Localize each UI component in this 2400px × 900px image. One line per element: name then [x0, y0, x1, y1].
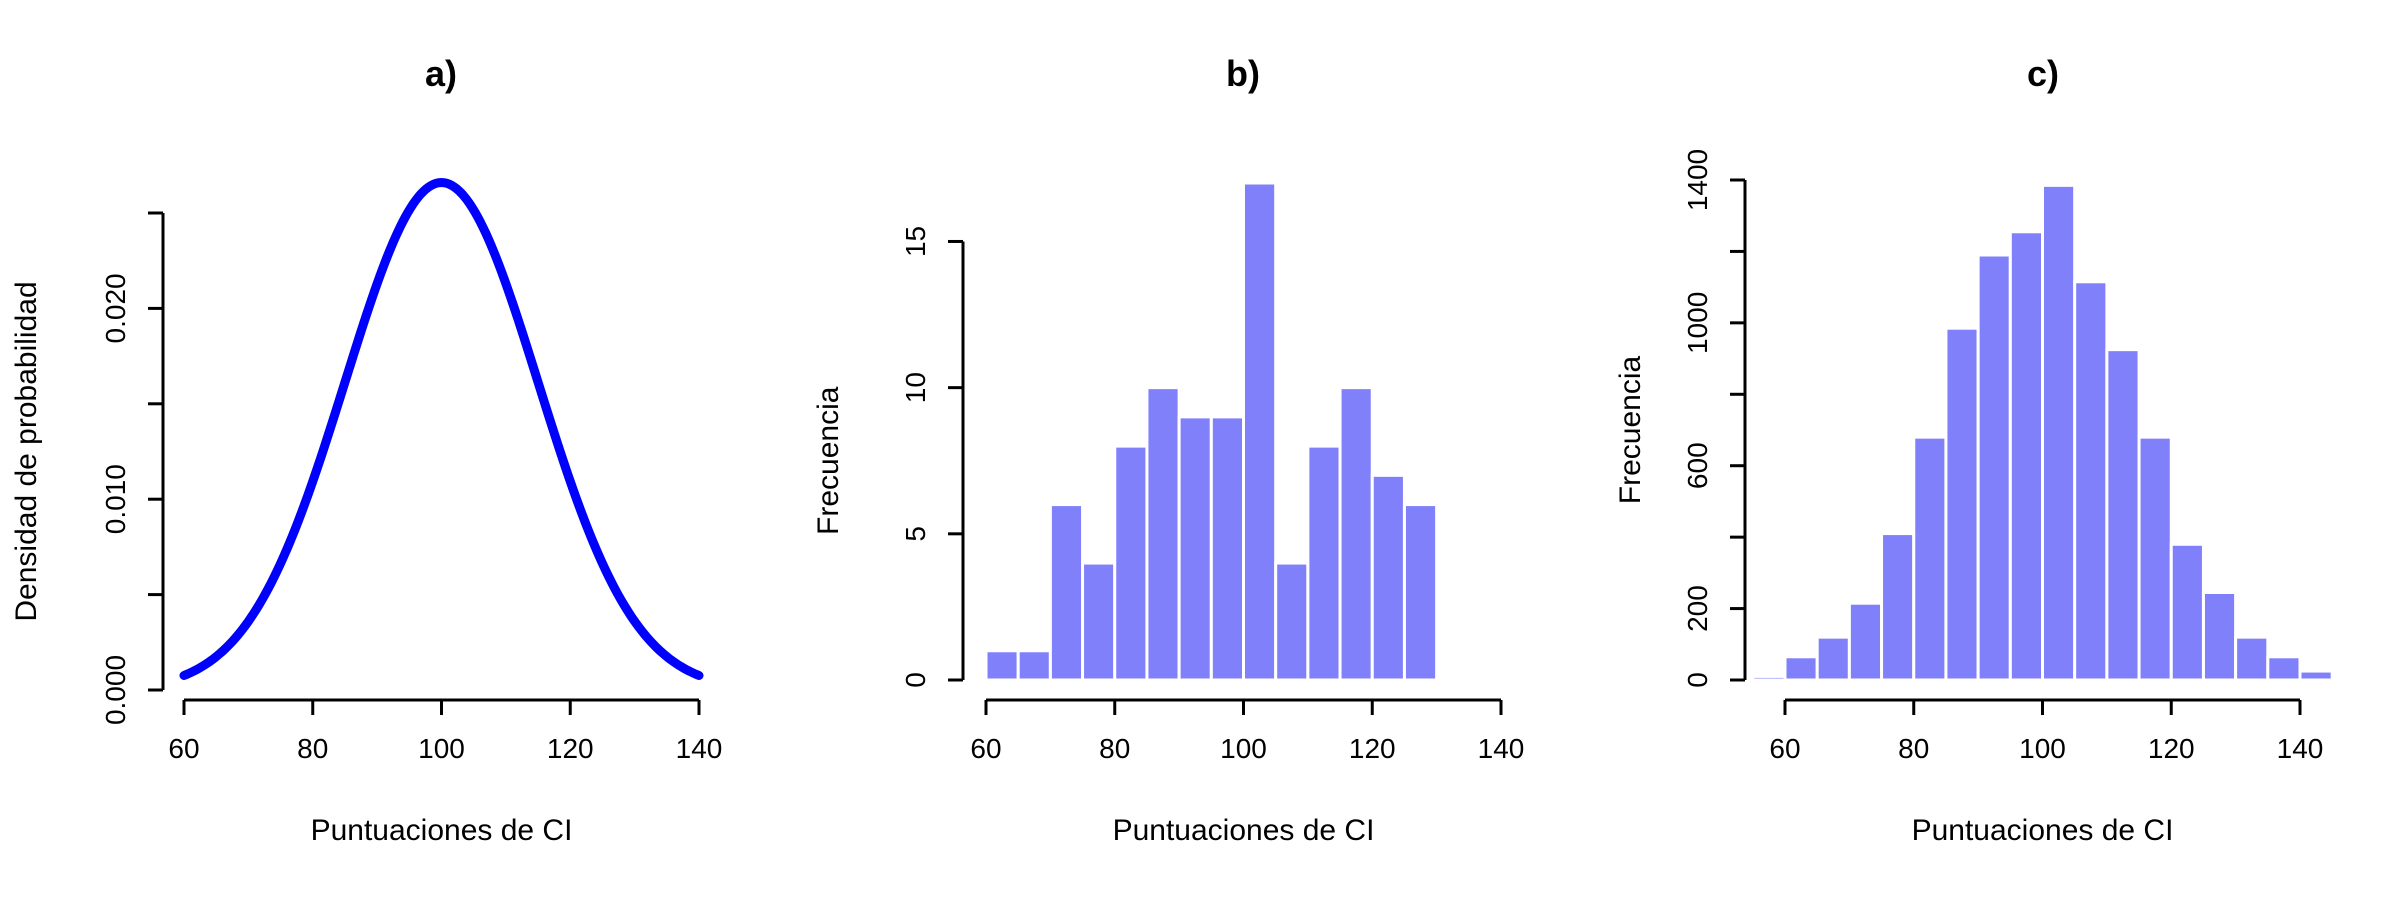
- histogram-bar: [1944, 326, 1980, 682]
- x-tick-label: 80: [297, 733, 328, 764]
- histogram-bar: [1242, 181, 1278, 682]
- y-tick-label: 0.010: [100, 464, 131, 534]
- histogram-bar: [1274, 561, 1310, 682]
- y-axis-label: Densidad de probabilidad: [10, 281, 43, 621]
- x-tick-label: 120: [2148, 733, 2195, 764]
- x-tick-label: 80: [1898, 733, 1929, 764]
- histogram-bar: [2008, 230, 2044, 682]
- histogram-bar: [1847, 601, 1884, 682]
- histogram-bar: [1815, 635, 1851, 682]
- x-tick-label: 60: [168, 733, 199, 764]
- y-axis-label: Frecuencia: [812, 386, 845, 535]
- y-tick-label: 1400: [1682, 149, 1713, 211]
- histogram-bar: [1177, 415, 1213, 682]
- panel-c: c)60 80 100 120 140020060010001400Puntuacion…: [1614, 53, 2334, 847]
- histogram-bar: [1370, 473, 1406, 682]
- y-tick-label: 5: [900, 526, 931, 542]
- histogram-bar: [2041, 183, 2077, 682]
- panel-title: a): [425, 53, 457, 94]
- histogram-bar: [1209, 415, 1245, 682]
- panel-b: b) 60 80 100 120 140 0 5 10 15 Puntuaciones de CI F…: [812, 53, 1524, 847]
- y-tick-label: 0: [900, 672, 931, 688]
- x-tick-label: 60: [970, 733, 1001, 764]
- y-tick-label: 200: [1682, 585, 1713, 632]
- panel-a: a) 60 80 100 120 140 0.000 0.010 0.020 Puntuacion…: [10, 53, 722, 847]
- histogram-bar: [1912, 435, 1948, 682]
- histogram-bar: [984, 649, 1020, 682]
- x-tick-label: 100: [418, 733, 465, 764]
- histogram-bar: [2298, 669, 2334, 682]
- x-tick-label: 60: [1769, 733, 1800, 764]
- x-tick-label: 140: [1478, 733, 1525, 764]
- histogram-bar: [1306, 444, 1342, 682]
- histogram-bar: [1016, 649, 1052, 682]
- x-tick-label: 140: [2277, 733, 2324, 764]
- histogram-bar: [2073, 280, 2109, 682]
- x-tick-label: 120: [1349, 733, 1396, 764]
- y-tick-label: 0: [1682, 672, 1713, 688]
- y-tick-label: 15: [900, 226, 931, 257]
- x-tick-label: 80: [1099, 733, 1130, 764]
- histogram-bar: [1145, 386, 1181, 682]
- histogram-bar: [2266, 655, 2302, 682]
- x-tick-label: 100: [2019, 733, 2066, 764]
- x-axis-label: Puntuaciones de CI: [1113, 814, 1375, 847]
- panel-title: c): [2027, 53, 2059, 94]
- histogram-bar: [2105, 348, 2141, 682]
- y-tick-label: 10: [900, 372, 931, 403]
- histogram-bar: [1081, 561, 1117, 682]
- y-tick-label: 0.020: [100, 273, 131, 343]
- histogram-bar: [2137, 435, 2173, 682]
- histogram-bar: [1751, 674, 1787, 682]
- panel-title: b): [1226, 53, 1260, 94]
- histogram-bar: [2169, 542, 2205, 682]
- y-tick-label: 600: [1682, 442, 1713, 489]
- x-tick-label: 140: [676, 733, 723, 764]
- histogram-bar: [1880, 532, 1916, 682]
- histogram-bar: [2234, 635, 2270, 682]
- density-curve: [179, 178, 704, 680]
- histogram-bar: [2201, 591, 2238, 682]
- histogram-bar: [1113, 444, 1149, 682]
- histogram-bar: [1338, 386, 1374, 682]
- x-tick-label: 100: [1220, 733, 1267, 764]
- x-tick-label: 120: [547, 733, 594, 764]
- y-tick-label: 1000: [1682, 292, 1713, 354]
- histogram-bar: [1048, 503, 1085, 682]
- y-axis-label: Frecuencia: [1614, 355, 1647, 504]
- y-tick-label: 0.000: [100, 655, 131, 725]
- histogram-bar: [1976, 253, 2012, 682]
- histogram-bar: [1783, 655, 1819, 682]
- histogram-bar: [1402, 503, 1439, 682]
- x-axis-label: Puntuaciones de CI: [1912, 814, 2174, 847]
- x-axis-label: Puntuaciones de CI: [311, 814, 573, 847]
